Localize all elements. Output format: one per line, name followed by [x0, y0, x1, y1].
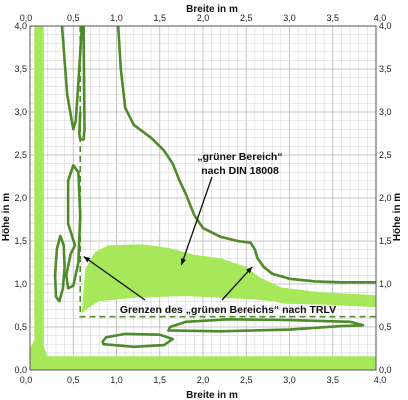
- din-annotation-line2: nach DIN 18008: [201, 165, 279, 177]
- y-tick-label-left: 1,0: [14, 279, 27, 289]
- y-tick-label-left: 0,5: [14, 322, 27, 332]
- y-tick-label-right: 0,5: [379, 322, 392, 332]
- x-tick-label-top: 4,0: [374, 13, 387, 23]
- trlv-annotation: Grenzen des „grünen Bereichs“ nach TRLV: [120, 304, 336, 316]
- y-axis-title-left: Höhe in m: [1, 193, 12, 241]
- x-tick-label-bottom: 4,0: [374, 375, 387, 385]
- y-tick-label-right: 2,5: [379, 150, 392, 160]
- y-tick-label-right: 3,0: [379, 107, 392, 117]
- y-tick-label-right: 1,5: [379, 236, 392, 246]
- x-tick-label-bottom: 2,5: [240, 375, 253, 385]
- plot-frame: [29, 25, 377, 371]
- gridlines: [29, 25, 377, 371]
- x-tick-label-bottom: 3,5: [326, 375, 339, 385]
- y-tick-label-left: 2,0: [14, 193, 27, 203]
- x-tick-label-bottom: 0,0: [20, 375, 33, 385]
- x-tick-label-top: 1,5: [153, 13, 166, 23]
- x-tick-label-top: 0,0: [20, 13, 33, 23]
- x-tick-label-top: 2,0: [197, 13, 210, 23]
- trlv-arrow-left: [83, 255, 146, 301]
- din-boundary-5: [65, 164, 82, 290]
- x-tick-label-bottom: 2,0: [197, 375, 210, 385]
- x-tick-label-top: 2,5: [240, 13, 253, 23]
- x-axis-title-top: Breite in m: [186, 4, 238, 15]
- y-tick-label-right: 2,0: [379, 193, 392, 203]
- din-arrow-head: [180, 258, 187, 266]
- y-tick-label-left: 1,5: [14, 236, 27, 246]
- y-tick-label-left: 3,5: [14, 64, 27, 74]
- y-tick-label-right: 3,5: [379, 64, 392, 74]
- y-tick-label-left: 0,0: [14, 365, 27, 375]
- trlv-arrow-right: [221, 266, 253, 301]
- din-boundary-2: [60, 25, 84, 131]
- din-boundary-4: [116, 25, 376, 284]
- x-tick-label-bottom: 3,0: [283, 375, 296, 385]
- annotation-arrows: [83, 176, 253, 301]
- trlv-arrow-right-head: [245, 266, 253, 274]
- y-tick-label-right: 0,0: [379, 365, 392, 375]
- tick-labels: 0,00,00,50,51,01,01,51,52,02,02,52,53,03…: [14, 13, 391, 385]
- din-boundary-8: [167, 317, 365, 333]
- y-axis-title-right: Höhe in m: [392, 193, 403, 241]
- x-axis-title-bottom: Breite in m: [186, 390, 238, 400]
- x-tick-label-bottom: 0,5: [67, 375, 80, 385]
- y-tick-label-right: 1,0: [379, 279, 392, 289]
- x-tick-label-top: 3,0: [283, 13, 296, 23]
- x-tick-label-top: 3,5: [326, 13, 339, 23]
- y-tick-label-left: 4,0: [14, 21, 27, 31]
- din-boundary-6: [53, 234, 66, 303]
- x-tick-label-bottom: 1,5: [153, 375, 166, 385]
- din-boundary-7: [101, 332, 174, 349]
- y-tick-label-left: 2,5: [14, 150, 27, 160]
- x-tick-label-top: 0,5: [67, 13, 80, 23]
- din-annotation-line1: „grüner Bereich“: [197, 151, 282, 163]
- y-tick-label-right: 4,0: [379, 21, 392, 31]
- trlv-arrow-left-head: [83, 256, 91, 263]
- series-layer: [30, 25, 377, 370]
- din-annotation: „grüner Bereich“ nach DIN 18008: [197, 151, 282, 177]
- trlv-boundary: [79, 26, 376, 318]
- din-arrow: [180, 176, 213, 266]
- x-tick-label-bottom: 1,0: [110, 375, 123, 385]
- y-tick-label-left: 3,0: [14, 107, 27, 117]
- green-area-1: [81, 244, 377, 314]
- x-tick-label-top: 1,0: [110, 13, 123, 23]
